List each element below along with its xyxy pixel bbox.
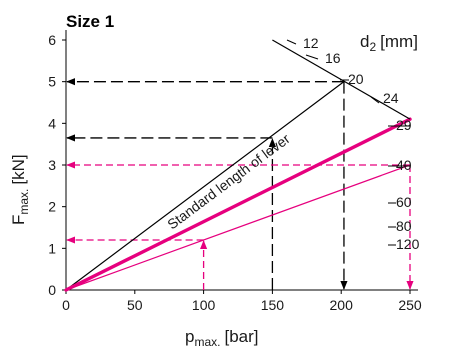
y-tick-label: 5 bbox=[48, 74, 56, 90]
x-axis-label-sub: max. bbox=[194, 335, 220, 349]
x-axis-label: pmax. [bar] bbox=[185, 327, 259, 349]
y-tick-label: 2 bbox=[48, 199, 56, 215]
x-tick-label: 250 bbox=[398, 297, 422, 313]
series-line bbox=[65, 81, 345, 291]
d2-axis-label-main: d bbox=[360, 32, 369, 51]
series-line bbox=[65, 164, 411, 291]
d2-scale: 12 16 20 24 29 40 60 80 120 bbox=[272, 35, 420, 252]
x-tick-label: 50 bbox=[127, 297, 143, 313]
axes bbox=[65, 30, 418, 291]
y-tick-label: 4 bbox=[48, 115, 56, 131]
series bbox=[64, 81, 412, 292]
d2-value-label: 40 bbox=[396, 157, 412, 173]
x-tick-label: 200 bbox=[330, 297, 354, 313]
d2-value-label: 16 bbox=[325, 50, 341, 66]
y-ticks: 0 1 2 3 4 5 6 bbox=[48, 32, 66, 298]
d2-value-label: 120 bbox=[396, 236, 420, 252]
d2-value-label: 24 bbox=[383, 90, 399, 106]
y-axis-label: Fmax. [kN] bbox=[9, 154, 31, 225]
d2-leader-line bbox=[370, 96, 380, 104]
d2-axis-label-sub: 2 bbox=[369, 40, 376, 54]
y-axis-label-unit: [kN] bbox=[9, 154, 28, 184]
d2-leader-line bbox=[305, 54, 319, 60]
x-ticks: 0 50 100 150 200 250 bbox=[62, 290, 422, 313]
chart-title: Size 1 bbox=[66, 12, 114, 31]
d2-value-label: 20 bbox=[348, 71, 364, 87]
y-axis-label-sub: max. bbox=[17, 189, 31, 215]
y-tick-label: 0 bbox=[48, 282, 56, 298]
y-tick-label: 3 bbox=[48, 157, 56, 173]
y-axis-label-main: F bbox=[9, 215, 28, 225]
d2-leader-line bbox=[286, 39, 297, 45]
d2-value-label: 29 bbox=[396, 117, 412, 133]
x-tick-label: 0 bbox=[62, 297, 70, 313]
x-tick-label: 150 bbox=[261, 297, 285, 313]
d2-value-label: 80 bbox=[396, 218, 412, 234]
x-axis-label-unit: [bar] bbox=[224, 327, 258, 346]
d2-axis-label: d2 [mm] bbox=[360, 32, 418, 54]
d2-value-label: 12 bbox=[303, 35, 319, 51]
d2-axis-label-unit: [mm] bbox=[380, 32, 418, 51]
reading-guides bbox=[66, 78, 414, 290]
y-tick-label: 6 bbox=[48, 32, 56, 48]
series-line bbox=[64, 117, 412, 292]
d2-value-label: 60 bbox=[396, 194, 412, 210]
x-tick-label: 100 bbox=[192, 297, 216, 313]
x-axis-label-main: p bbox=[185, 327, 194, 346]
lever-annotation: Standard length of lever bbox=[164, 130, 293, 232]
y-tick-label: 1 bbox=[48, 240, 56, 256]
